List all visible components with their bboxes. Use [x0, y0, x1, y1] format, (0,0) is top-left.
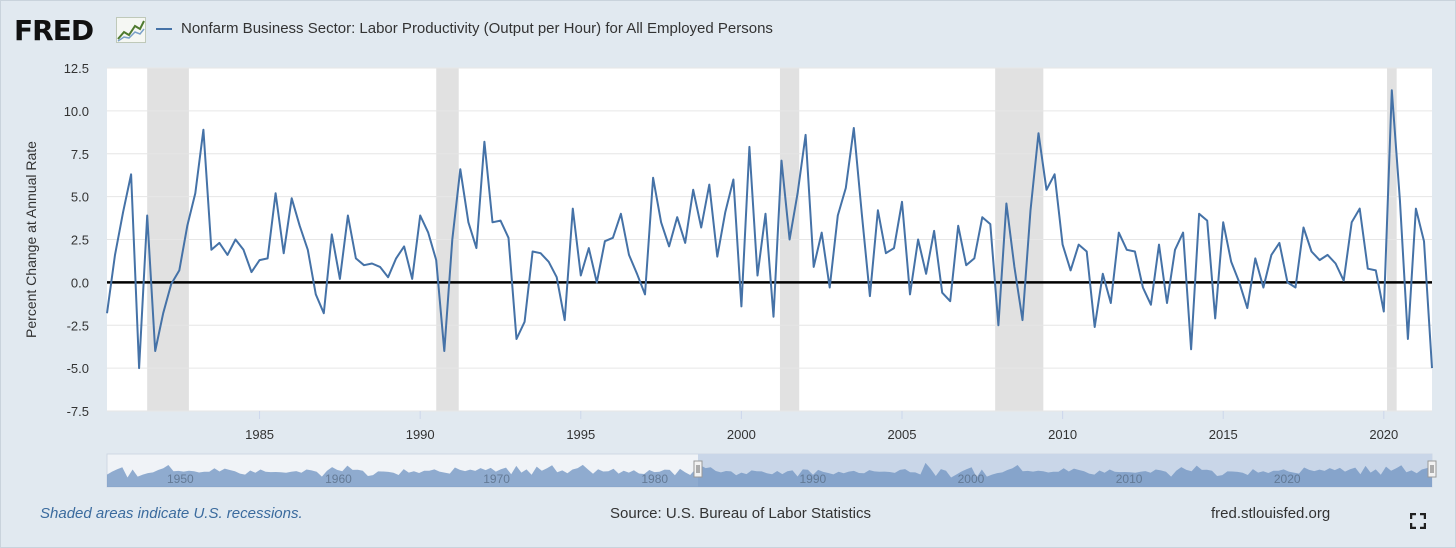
y-tick-label: -2.5	[67, 318, 89, 333]
x-tick-label: 2000	[727, 427, 756, 442]
site-link[interactable]: fred.stlouisfed.org	[1211, 505, 1331, 522]
y-tick-label: 7.5	[71, 147, 89, 162]
x-tick-label: 2020	[1369, 427, 1398, 442]
legend-swatch	[156, 27, 172, 30]
navigator-label: 2000	[958, 472, 985, 486]
x-tick-label: 1985	[245, 427, 274, 442]
handle-body	[1427, 460, 1437, 478]
navigator-label: 1970	[483, 472, 510, 486]
x-tick-label: 1990	[406, 427, 435, 442]
x-tick-label: 1995	[566, 427, 595, 442]
y-tick-label: 2.5	[71, 233, 89, 248]
navigator-label: 2020	[1274, 472, 1301, 486]
navigator-handle[interactable]	[1427, 460, 1437, 478]
navigator-label: 1950	[167, 472, 194, 486]
y-axis-label: Percent Change at Annual Rate	[23, 141, 39, 338]
navigator-label: 1980	[641, 472, 668, 486]
x-tick-label: 2010	[1048, 427, 1077, 442]
legend-label: Nonfarm Business Sector: Labor Productiv…	[181, 20, 773, 37]
series-line	[106, 89, 1433, 370]
chart-svg[interactable]: -7.5 -5.0 -2.5 0.0 2.5 5.0 7.5 10.0 12.5 1985 1990…	[0, 0, 1456, 500]
navigator-label: 1990	[800, 472, 827, 486]
navigator-label: 1960	[325, 472, 352, 486]
y-tick-label: 12.5	[64, 61, 89, 76]
fred-logo[interactable]: FRED	[14, 14, 94, 47]
x-tick-label: 2015	[1209, 427, 1238, 442]
recession-note: Shaded areas indicate U.S. recessions.	[40, 505, 303, 522]
chart-legend[interactable]: Nonfarm Business Sector: Labor Productiv…	[156, 20, 773, 37]
navigator-series	[107, 462, 1432, 487]
navigator: 1950 1960 1970 1980 1990 2000 2010 2020	[106, 453, 1437, 488]
x-tick-label: 2005	[888, 427, 917, 442]
y-tick-label: 0.0	[71, 275, 89, 290]
handle-body	[693, 460, 703, 478]
y-tick-label: 10.0	[64, 104, 89, 119]
line-chart-icon	[116, 17, 146, 43]
y-tick-label: 5.0	[71, 190, 89, 205]
navigator-label: 2010	[1116, 472, 1143, 486]
y-tick-label: -7.5	[67, 404, 89, 419]
y-tick-label: -5.0	[67, 361, 89, 376]
navigator-handle[interactable]	[693, 460, 703, 478]
source-text: Source: U.S. Bureau of Labor Statistics	[610, 505, 871, 522]
fullscreen-icon[interactable]	[1410, 513, 1426, 529]
